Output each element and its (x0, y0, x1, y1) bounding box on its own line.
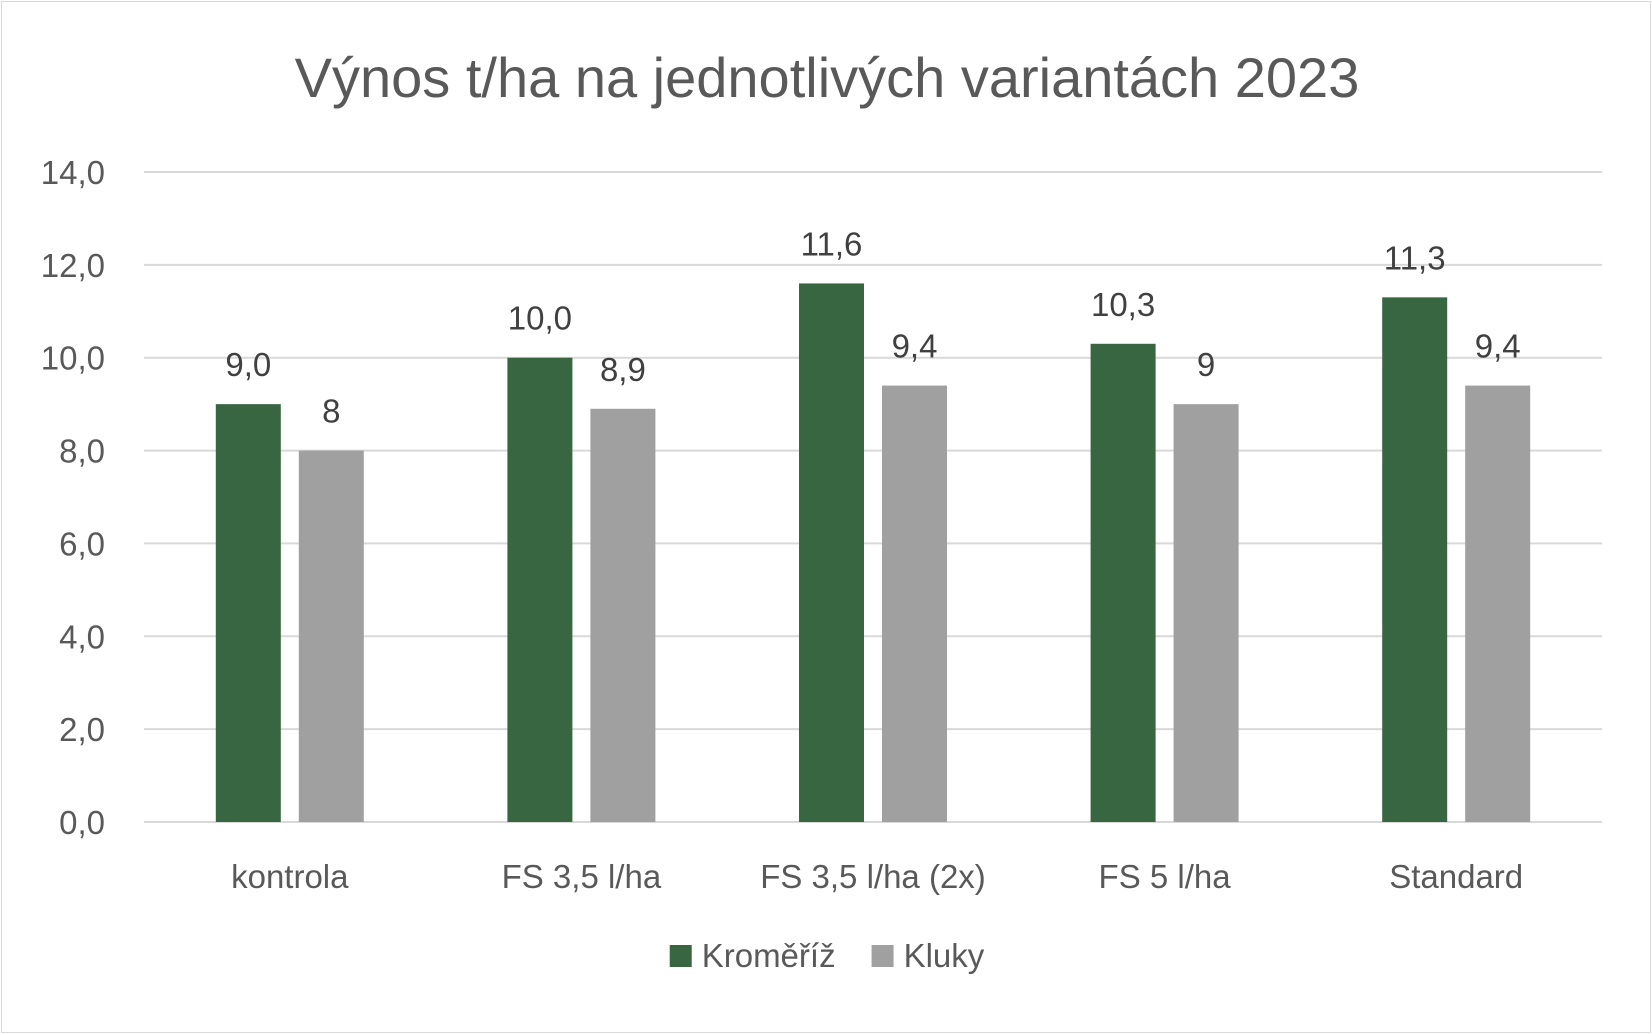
bars (215, 283, 1531, 822)
bar (215, 404, 281, 822)
data-label: 9 (1197, 346, 1215, 383)
y-axis-tick-labels: 0,0 2,0 4,0 6,0 8,0 10,0 12,0 14,0 (41, 154, 105, 841)
y-tick-label: 0,0 (59, 804, 105, 841)
x-category-label: Standard (1389, 858, 1523, 895)
legend-swatch (669, 945, 692, 967)
data-label: 9,4 (892, 328, 938, 365)
y-tick-label: 2,0 (59, 711, 105, 748)
y-tick-label: 6,0 (59, 525, 105, 562)
y-tick-label: 12,0 (41, 247, 105, 284)
x-category-label: FS 3,5 l/ha (2x) (760, 858, 986, 895)
data-label: 8,9 (600, 351, 646, 388)
data-label: 9,0 (225, 346, 271, 383)
y-tick-label: 14,0 (41, 154, 105, 191)
bar (1382, 297, 1448, 822)
bar (1465, 385, 1531, 822)
legend: Kroměříž Kluky (669, 937, 985, 974)
data-label: 10,3 (1091, 286, 1155, 323)
bar (1090, 343, 1156, 822)
y-tick-label: 10,0 (41, 340, 105, 377)
bar (799, 283, 864, 822)
y-tick-label: 8,0 (59, 433, 105, 470)
x-category-label: FS 5 l/ha (1099, 858, 1232, 895)
legend-swatch (871, 945, 894, 967)
bar (590, 408, 656, 822)
y-tick-label: 4,0 (59, 618, 105, 655)
data-label: 8 (322, 393, 340, 430)
x-category-label: FS 3,5 l/ha (502, 858, 662, 895)
bar (507, 357, 573, 822)
category-labels: kontrola FS 3,5 l/ha FS 3,5 l/ha (2x) FS 5 … (231, 858, 1523, 895)
legend-label: Kluky (904, 937, 985, 974)
legend-label: Kroměříž (702, 937, 836, 974)
data-label: 10,0 (508, 300, 572, 337)
bar (882, 385, 947, 822)
data-label: 11,6 (801, 225, 863, 262)
data-label: 9,4 (1475, 328, 1521, 365)
data-label: 11,3 (1384, 239, 1446, 276)
bar (1173, 404, 1239, 822)
bar (298, 450, 364, 822)
data-labels: 9,0 8 10,0 8,9 11,6 9,4 10,3 9 11,3 9,4 (225, 225, 1520, 429)
chart-title: Výnos t/ha na jednotlivých variantách 20… (295, 46, 1360, 109)
x-category-label: kontrola (231, 858, 349, 895)
gridlines (144, 171, 1602, 823)
